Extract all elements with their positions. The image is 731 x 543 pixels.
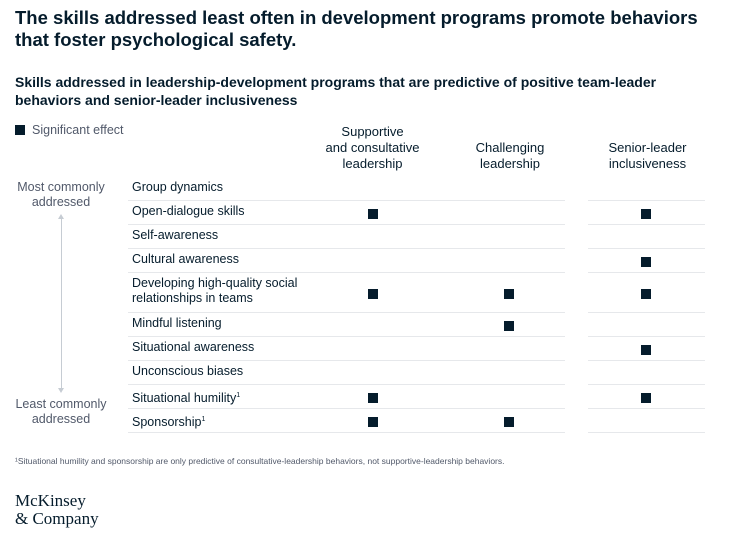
arrow-up-icon (58, 214, 64, 219)
row-label-text: Group dynamics (132, 180, 224, 194)
significant-effect-mark (641, 393, 651, 403)
row-divider (588, 384, 705, 385)
row-label-text: Sponsorship (132, 415, 202, 430)
row-divider (588, 272, 705, 273)
row-divider (588, 248, 705, 249)
row-label: Situational humility1 (132, 388, 322, 406)
row-label-text: Cultural awareness (132, 252, 239, 266)
row-label-text: Mindful listening (132, 316, 222, 330)
axis-bottom-label: Least commonly addressed (15, 397, 107, 426)
row-divider (128, 248, 565, 249)
axis-top-label: Most commonly addressed (17, 180, 105, 209)
legend-swatch (15, 125, 25, 135)
axis-line (61, 218, 62, 389)
row-divider (128, 336, 565, 337)
column-header-challenging: Challenging leadership (475, 140, 545, 171)
row-divider (588, 360, 705, 361)
footnote-marker: 1 (236, 392, 241, 399)
significant-effect-mark (641, 345, 651, 355)
row-divider (588, 224, 705, 225)
significant-effect-mark (368, 289, 378, 299)
row-divider (128, 384, 565, 385)
legend-label: Significant effect (32, 123, 124, 137)
row-label: Situational awareness (132, 340, 322, 355)
arrow-down-icon (58, 388, 64, 393)
significant-effect-mark (504, 289, 514, 299)
row-label: Group dynamics (132, 180, 322, 195)
row-divider (588, 336, 705, 337)
significant-effect-mark (641, 257, 651, 267)
footnote: ¹Situational humility and sponsorship ar… (15, 456, 505, 466)
significant-effect-mark (504, 417, 514, 427)
column-header-inclusiveness: Senior-leader inclusiveness (608, 140, 687, 171)
row-label: Sponsorship1 (132, 412, 322, 430)
legend: Significant effect (15, 123, 124, 137)
row-divider (128, 312, 565, 313)
row-label-text: Situational awareness (132, 340, 255, 354)
row-label-text: Unconscious biases (132, 364, 244, 378)
row-divider (588, 200, 705, 201)
row-label-text: Open-dialogue skills (132, 204, 245, 218)
row-label: Open-dialogue skills (132, 204, 322, 219)
row-divider (128, 408, 565, 409)
headline: The skills addressed least often in deve… (15, 7, 698, 50)
row-label-text: Developing high-quality social relations… (132, 276, 298, 305)
row-divider (128, 432, 565, 433)
significant-effect-mark (641, 209, 651, 219)
significant-effect-mark (504, 321, 514, 331)
logo-line-2: & Company (15, 509, 99, 528)
row-divider (588, 312, 705, 313)
significant-effect-mark (641, 289, 651, 299)
significant-effect-mark (368, 393, 378, 403)
significant-effect-mark (368, 417, 378, 427)
column-header-supportive: Supportive and consultative leadership (325, 124, 420, 171)
mckinsey-logo: McKinsey & Company (15, 492, 99, 528)
row-divider (128, 224, 565, 225)
logo-line-1: McKinsey (15, 491, 86, 510)
row-label-text: Situational humility (132, 391, 237, 406)
row-divider (128, 272, 565, 273)
row-label: Self-awareness (132, 228, 322, 243)
row-divider (128, 200, 565, 201)
row-label-text: Self-awareness (132, 228, 219, 242)
row-divider (128, 360, 565, 361)
row-label: Developing high-quality social relations… (132, 276, 322, 306)
row-divider (588, 408, 705, 409)
row-label: Mindful listening (132, 316, 322, 331)
row-divider (588, 432, 705, 433)
row-label: Cultural awareness (132, 252, 322, 267)
footnote-marker: 1 (201, 416, 206, 423)
significant-effect-mark (368, 209, 378, 219)
chart-subtitle: Skills addressed in leadership-developme… (15, 74, 657, 108)
row-label: Unconscious biases (132, 364, 322, 379)
